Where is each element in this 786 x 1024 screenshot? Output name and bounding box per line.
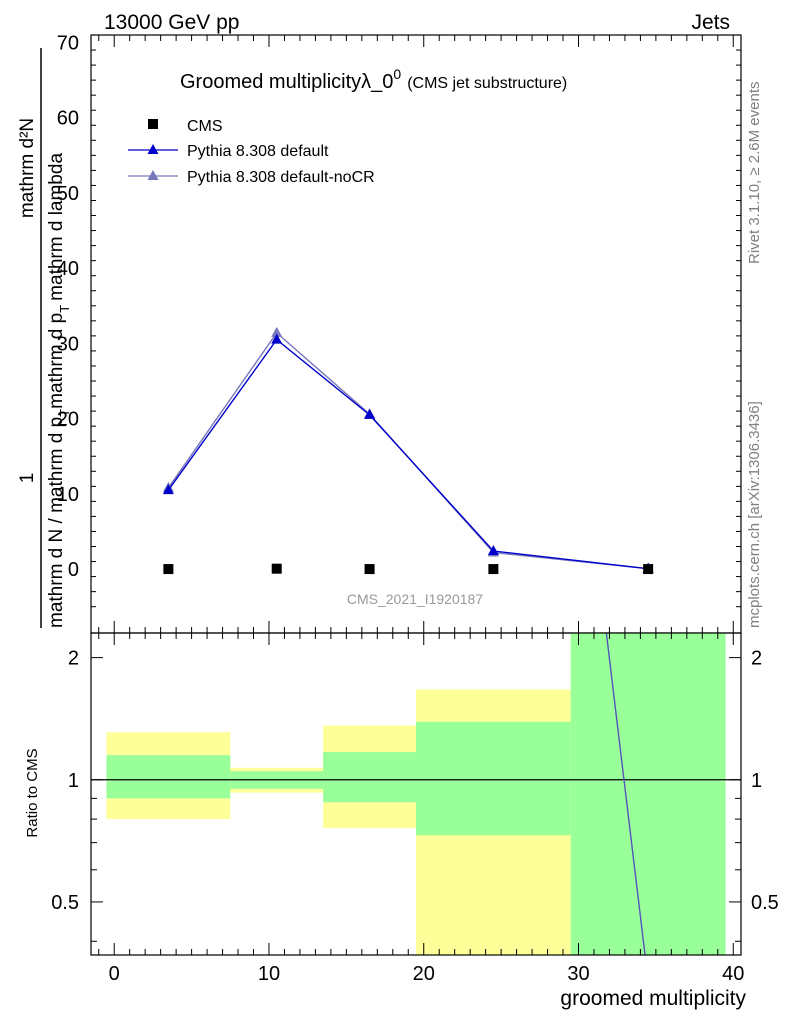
main-axis-ticks xyxy=(91,35,741,633)
rivet-label: Rivet 3.1.10, ≥ 2.6M events xyxy=(746,82,763,265)
main-ytick-label: 70 xyxy=(57,33,79,55)
main-ytick-label: 30 xyxy=(57,333,79,355)
ratio-ytick-label: 0.5 xyxy=(51,892,79,914)
legend-label-pythia-default: Pythia 8.308 default xyxy=(187,143,329,160)
analysis-watermark: CMS_2021_I1920187 xyxy=(347,591,483,607)
xtick-label: 30 xyxy=(567,963,589,985)
main-series xyxy=(162,326,654,575)
series-point-cms xyxy=(364,564,375,575)
ratio-y-axis-label: Ratio to CMS xyxy=(24,748,41,837)
legend: CMS Pythia 8.308 default Pythia 8.308 de… xyxy=(128,118,375,186)
ratio-axis-ticks xyxy=(91,633,741,955)
ratio-band-inner xyxy=(570,633,726,955)
mcplots-label: mcplots.cern.ch [arXiv:1306.3436] xyxy=(746,401,763,628)
series-point-cms xyxy=(271,563,282,574)
xtick-label: 10 xyxy=(258,963,280,985)
main-ytick-label: 0 xyxy=(68,559,79,581)
ratio-ytick-label-right: 1 xyxy=(751,770,762,792)
ratio-ytick-label-right: 2 xyxy=(751,648,762,670)
xtick-label: 40 xyxy=(722,963,744,985)
xtick-label: 0 xyxy=(109,963,120,985)
ratio-line-pythia xyxy=(605,632,646,956)
main-ytick-labels: 0 10 20 30 40 50 60 70 xyxy=(57,33,79,582)
main-ytick-label: 40 xyxy=(57,258,79,280)
svg-text:1: 1 xyxy=(17,473,38,484)
svg-text:mathrm d²N: mathrm d²N xyxy=(17,118,38,218)
main-ytick-label: 50 xyxy=(57,183,79,205)
y-axis-label: 1 mathrm d²N mathrm d N / mathrm d pTmat… xyxy=(17,48,72,628)
ratio-curve xyxy=(605,632,646,956)
x-axis-label: groomed multiplicity xyxy=(560,987,746,1010)
main-panel: 0 10 20 30 40 50 60 70 Groomed multiplicityλ_00… xyxy=(17,33,742,634)
series-point-pythia-default xyxy=(271,333,283,344)
legend-marker-cms xyxy=(148,119,158,129)
series-line-pythia-nocr xyxy=(167,331,649,570)
main-ytick-label: 60 xyxy=(57,108,79,130)
legend-label-cms: CMS xyxy=(187,118,223,135)
energy-label: 13000 GeV pp xyxy=(104,11,239,34)
jets-label: Jets xyxy=(691,11,730,34)
series-point-cms xyxy=(488,564,499,575)
plot-title: Groomed multiplicityλ_00(CMS jet substru… xyxy=(180,66,567,93)
series-point-pythia-default xyxy=(364,408,376,419)
ratio-ytick-label: 1 xyxy=(68,770,79,792)
series-point-pythia-default xyxy=(487,545,499,556)
series-point-pythia-default xyxy=(162,484,174,495)
legend-marker-pythia-nocr xyxy=(147,170,159,180)
legend-marker-pythia-default xyxy=(147,144,159,154)
series-point-pythia-nocr xyxy=(271,326,283,337)
ratio-ytick-label-right: 0.5 xyxy=(751,892,779,914)
series-point-cms xyxy=(163,564,174,575)
legend-label-pythia-nocr: Pythia 8.308 default-noCR xyxy=(187,169,375,186)
y-axis-label-denominator: mathrm d N / mathrm d pTmathrm d pTmathr… xyxy=(46,153,72,628)
ratio-band-inner xyxy=(323,752,416,803)
ratio-ytick-labels: 0.5 0.5 1 1 2 2 xyxy=(51,648,779,914)
main-ytick-label: 10 xyxy=(57,484,79,506)
ratio-bands xyxy=(91,633,741,955)
ratio-ytick-label: 2 xyxy=(68,648,79,670)
series-point-cms xyxy=(643,564,654,575)
ratio-frame xyxy=(90,632,742,956)
ratio-xtick-labels: 0 10 20 30 40 xyxy=(109,963,745,985)
ratio-band-inner xyxy=(416,721,571,836)
series-line-pythia-default xyxy=(167,338,649,570)
xtick-label: 20 xyxy=(413,963,435,985)
ratio-band-inner xyxy=(106,755,231,799)
main-ytick-label: 20 xyxy=(57,409,79,431)
ratio-panel: 0.5 0.5 1 1 2 2 0 10 20 30 40 Ratio to CMS groome… xyxy=(24,632,779,1010)
